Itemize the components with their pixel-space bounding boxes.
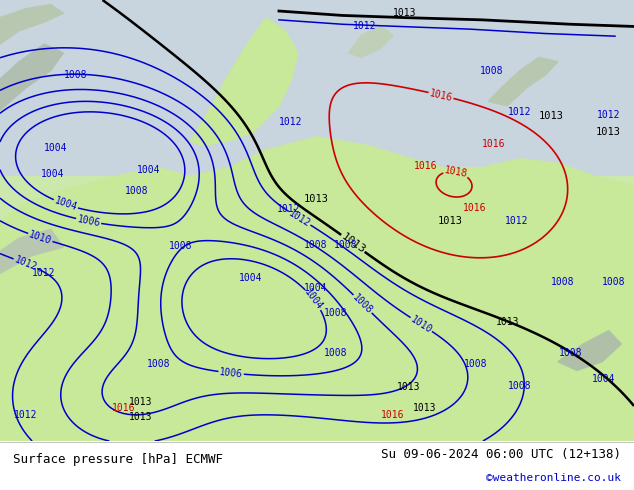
Text: 1016: 1016 [462, 203, 486, 213]
Text: 1006: 1006 [219, 367, 243, 379]
Text: 1008: 1008 [508, 381, 532, 391]
Text: 1008: 1008 [64, 70, 88, 80]
Text: 1008: 1008 [324, 348, 348, 358]
Text: 1013: 1013 [437, 217, 463, 226]
Text: 1013: 1013 [129, 412, 153, 422]
Text: Su 09-06-2024 06:00 UTC (12+138): Su 09-06-2024 06:00 UTC (12+138) [381, 448, 621, 461]
Bar [0, 0, 634, 176]
Text: 1008: 1008 [351, 292, 375, 316]
Text: 1013: 1013 [413, 403, 437, 413]
Polygon shape [190, 18, 298, 146]
Text: Surface pressure [hPa] ECMWF: Surface pressure [hPa] ECMWF [13, 453, 223, 466]
Text: 1008: 1008 [324, 308, 348, 318]
Text: 1004: 1004 [302, 287, 325, 312]
Bar [0, 176, 634, 441]
Text: 1016: 1016 [381, 410, 405, 419]
Polygon shape [0, 137, 634, 441]
Text: 1012: 1012 [276, 203, 301, 214]
Text: 1016: 1016 [414, 161, 438, 172]
Text: 1013: 1013 [339, 231, 367, 255]
Text: 1013: 1013 [392, 8, 417, 18]
Polygon shape [558, 331, 621, 370]
Text: 1008: 1008 [559, 348, 583, 358]
Text: 1004: 1004 [44, 143, 68, 153]
Polygon shape [349, 26, 393, 57]
Polygon shape [488, 57, 558, 106]
Text: ©weatheronline.co.uk: ©weatheronline.co.uk [486, 473, 621, 483]
Text: 1018: 1018 [443, 165, 469, 179]
Text: 1013: 1013 [303, 195, 328, 204]
Text: 1008: 1008 [551, 277, 575, 287]
Text: 1016: 1016 [112, 403, 136, 413]
Text: 1004: 1004 [137, 165, 161, 175]
Text: 1013: 1013 [596, 127, 621, 137]
Text: 1013: 1013 [397, 382, 421, 392]
Text: 1012: 1012 [278, 117, 302, 127]
Text: 1008: 1008 [169, 241, 193, 251]
Text: 1004: 1004 [41, 169, 65, 179]
Text: 1012: 1012 [508, 107, 532, 118]
Text: 1013: 1013 [495, 317, 519, 327]
Text: 1008: 1008 [479, 66, 503, 75]
Polygon shape [0, 4, 63, 44]
Text: 1012: 1012 [287, 208, 312, 229]
Text: 1013: 1013 [539, 111, 564, 121]
Text: 1004: 1004 [592, 374, 616, 384]
Text: 1010: 1010 [409, 314, 434, 335]
Text: 1016: 1016 [481, 139, 505, 149]
Text: 1012: 1012 [597, 110, 621, 120]
Text: 1004: 1004 [304, 283, 328, 293]
Text: 1004: 1004 [238, 273, 262, 283]
Text: 1008: 1008 [463, 359, 488, 369]
Text: 1013: 1013 [129, 397, 153, 407]
Text: 1008: 1008 [124, 186, 148, 196]
Text: 1004: 1004 [53, 196, 79, 213]
Text: 1006: 1006 [76, 214, 101, 228]
Text: 1012: 1012 [505, 217, 529, 226]
Text: 1016: 1016 [429, 88, 454, 103]
Text: 1012: 1012 [353, 22, 377, 31]
Text: 1008: 1008 [602, 277, 626, 287]
Text: 1008: 1008 [304, 240, 328, 250]
Text: 1010: 1010 [27, 229, 53, 246]
Text: 1008: 1008 [333, 240, 358, 250]
Text: 1008: 1008 [146, 359, 171, 369]
Text: 1012: 1012 [13, 410, 37, 419]
Text: 1012: 1012 [31, 269, 55, 278]
Polygon shape [0, 229, 63, 273]
Polygon shape [0, 44, 63, 110]
Text: 1012: 1012 [13, 254, 38, 272]
